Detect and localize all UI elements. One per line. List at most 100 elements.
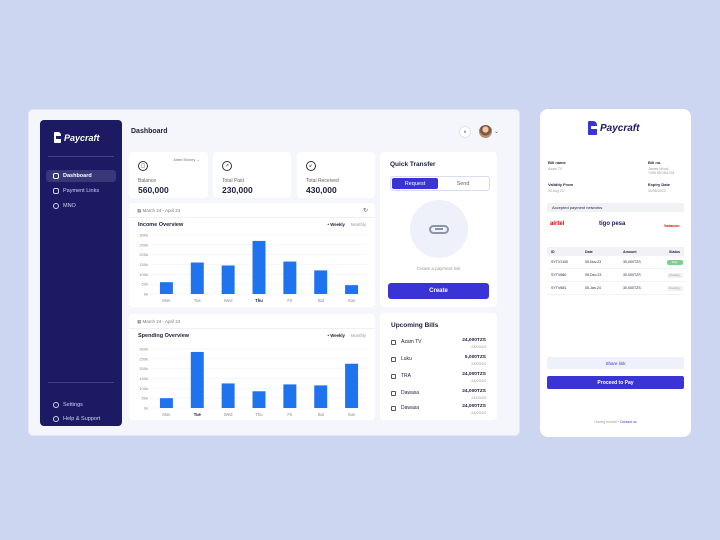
sidebar-item-mno[interactable]: MNO bbox=[46, 200, 116, 212]
brand-name: Paycraft bbox=[64, 132, 100, 143]
bar-thu bbox=[252, 391, 266, 408]
airtel-logo: airtel bbox=[550, 221, 565, 227]
bill-name: Luku bbox=[401, 356, 412, 362]
share-link-button[interactable]: Share link bbox=[547, 357, 684, 369]
x-tick-label: Wed bbox=[224, 298, 233, 303]
bill-name: TRA bbox=[401, 373, 411, 379]
spending-bar-chart: 300k 250k 200k 150k 100k 50k 0k Mon Tue Wed Thu Fri… bbox=[139, 347, 367, 417]
payment-link-panel: Paycraft Bill name Azam TV Bill no. Jame… bbox=[540, 109, 691, 437]
quick-transfer-card: Quick Transfer Request Send Create a pay… bbox=[380, 152, 497, 307]
create-link-hint: Create a payment link bbox=[416, 266, 461, 271]
field-label: Validity From bbox=[548, 182, 574, 187]
bill-name: Azam TV bbox=[401, 339, 422, 345]
refresh-icon[interactable]: ↻ bbox=[362, 208, 368, 214]
toggle-monthly[interactable]: Monthly bbox=[350, 333, 366, 338]
cell-id: SYTV681 bbox=[551, 286, 567, 290]
transfer-mode-segmented: Request Send bbox=[390, 176, 490, 191]
field-label: Expiry Date bbox=[648, 182, 671, 187]
field-value: James Wood +255 657461234 bbox=[648, 166, 675, 175]
table-row[interactable]: SYTV681 05.Jan.24 30,000TZS Pending bbox=[547, 282, 684, 295]
col-header: Date bbox=[585, 249, 593, 254]
avatar[interactable] bbox=[479, 125, 492, 138]
toggle-weekly-label: Weekly bbox=[330, 333, 345, 338]
cell-date: 05.Jan.24 bbox=[585, 286, 601, 290]
proceed-to-pay-button[interactable]: Proceed to Pay bbox=[547, 376, 684, 389]
tab-send[interactable]: Send bbox=[456, 180, 470, 187]
x-tick-label: Sat bbox=[318, 412, 325, 417]
x-tick-label: Tue bbox=[194, 298, 202, 303]
date-range-value: March 24 - April 24 bbox=[142, 319, 181, 324]
col-header: Amount bbox=[623, 249, 637, 254]
list-item[interactable]: Dawasa 24,000TZS 24/03/24 bbox=[391, 404, 486, 418]
paycraft-logo-icon bbox=[588, 121, 598, 135]
bill-amount: 24,000TZS bbox=[462, 389, 486, 394]
x-tick-label: Sun bbox=[348, 298, 356, 303]
bar-mon bbox=[159, 398, 173, 408]
sidebar-item-label: Help & Support bbox=[63, 416, 101, 422]
create-button[interactable]: Create bbox=[388, 283, 489, 299]
stat-value: 560,000 bbox=[138, 185, 169, 195]
sidebar: Paycraft Dashboard Payment Links MNO Set… bbox=[40, 120, 122, 426]
upcoming-bills-title: Upcoming Bills bbox=[391, 322, 439, 329]
chevron-down-icon[interactable]: ⌄ bbox=[494, 129, 500, 135]
sidebar-item-dashboard[interactable]: Dashboard bbox=[46, 170, 116, 182]
quick-transfer-title: Quick Transfer bbox=[390, 161, 436, 168]
toggle-monthly[interactable]: Monthly bbox=[350, 222, 366, 227]
y-tick-label: 100k bbox=[139, 386, 148, 391]
bill-name: Dawasa bbox=[401, 405, 420, 411]
col-header: Status bbox=[669, 249, 680, 254]
bar-thu bbox=[252, 240, 266, 294]
wallet-dropdown[interactable]: Airtel Money ⌄ bbox=[173, 157, 200, 162]
y-tick-label: 250k bbox=[139, 356, 148, 361]
bar-mon bbox=[159, 282, 173, 294]
y-tick-label: 300k bbox=[139, 347, 148, 352]
contact-us-link[interactable]: Contact us bbox=[619, 420, 637, 424]
period-toggle[interactable]: • Weekly Monthly bbox=[328, 222, 366, 227]
y-tick-label: 0k bbox=[144, 292, 148, 297]
y-tick-label: 50k bbox=[142, 396, 148, 401]
sidebar-item-label: MNO bbox=[63, 203, 76, 209]
table-row[interactable]: SYTV1100 05.Nov.23 30,000TZS Paid bbox=[547, 256, 684, 269]
sidebar-item-label: Dashboard bbox=[63, 173, 92, 179]
list-item[interactable]: TRA 24,000TZS 24/03/24 bbox=[391, 372, 486, 386]
tab-request[interactable]: Request bbox=[392, 178, 438, 189]
paycraft-logo-icon bbox=[54, 132, 62, 143]
bell-icon[interactable]: ⚬ bbox=[459, 126, 471, 138]
brand-logo: Paycraft bbox=[588, 121, 639, 135]
bill-date: 24/03/24 bbox=[471, 362, 486, 366]
bill-amount: 5,000TZS bbox=[464, 355, 486, 360]
list-item[interactable]: Azam TV 24,000TZS 24/03/24 bbox=[391, 338, 486, 352]
upcoming-bills-card: Upcoming Bills Azam TV 24,000TZS 24/03/2… bbox=[380, 313, 497, 420]
status-badge: Pending bbox=[666, 272, 683, 278]
bar-wed bbox=[221, 383, 235, 408]
field-label: Bill no. bbox=[648, 160, 662, 165]
arrow-down-icon: ↙ bbox=[306, 161, 316, 171]
bill-amount: 24,000TZS bbox=[462, 404, 486, 409]
bill-date: 24/03/24 bbox=[471, 345, 486, 349]
list-item[interactable]: Dawasa 24,000TZS 24/03/24 bbox=[391, 389, 486, 403]
brand-logo: Paycraft bbox=[54, 132, 100, 143]
status-badge: Pending bbox=[666, 285, 683, 291]
sidebar-divider bbox=[48, 156, 114, 157]
sidebar-item-payment-links[interactable]: Payment Links bbox=[46, 185, 116, 197]
y-tick-label: 150k bbox=[139, 262, 148, 267]
field-value: Azam TV bbox=[548, 166, 563, 171]
wallet-icon: ▢ bbox=[138, 161, 148, 171]
bar-tue bbox=[190, 351, 204, 408]
bar-sun bbox=[345, 285, 359, 294]
list-item[interactable]: Luku 5,000TZS 24/03/24 bbox=[391, 355, 486, 369]
x-tick-label: Mon bbox=[162, 412, 171, 417]
date-range[interactable]: ▦ March 24 - April 24 bbox=[137, 208, 181, 213]
toggle-weekly: • Weekly bbox=[327, 222, 345, 227]
sidebar-item-settings[interactable]: Settings bbox=[46, 399, 116, 411]
date-range[interactable]: ▦ March 24 - April 24 bbox=[137, 319, 181, 324]
card-divider bbox=[129, 217, 375, 218]
x-tick-label: Fri bbox=[287, 298, 292, 303]
toggle-weekly: • Weekly bbox=[327, 333, 345, 338]
y-tick-label: 50k bbox=[142, 282, 148, 287]
table-row[interactable]: SYTV680 05.Dec.23 30,000TZS Pending bbox=[547, 269, 684, 282]
sidebar-item-help[interactable]: Help & Support bbox=[46, 413, 116, 425]
lock-icon bbox=[391, 406, 396, 411]
period-toggle[interactable]: • Weekly Monthly bbox=[328, 333, 366, 338]
bill-name: Dawasa bbox=[401, 390, 420, 396]
